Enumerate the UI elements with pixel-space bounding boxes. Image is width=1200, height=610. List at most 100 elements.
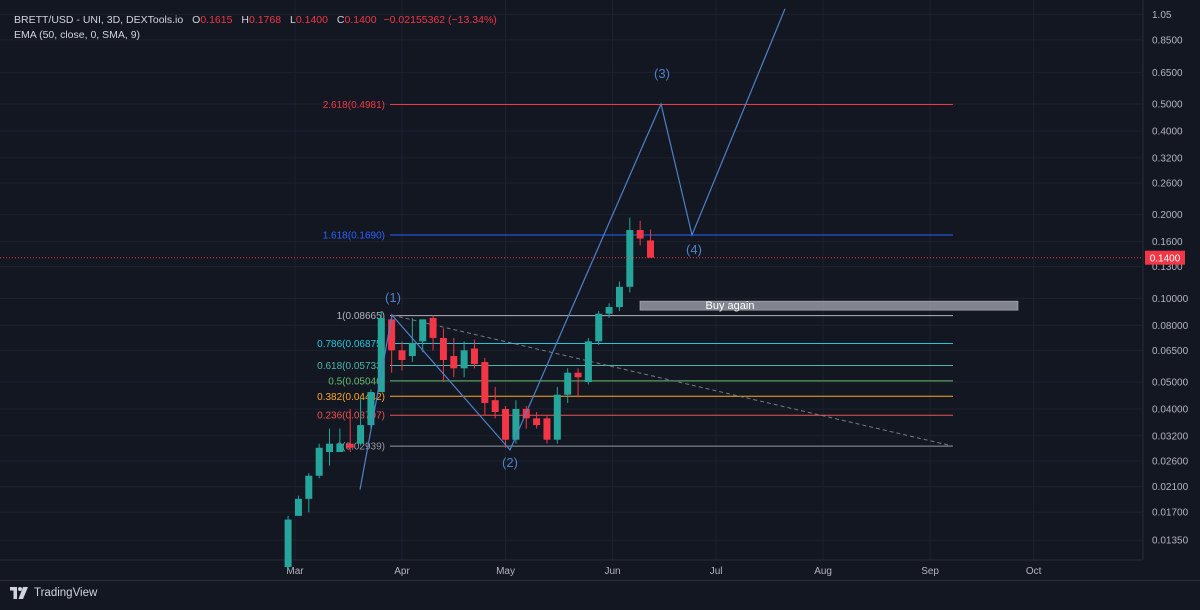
candle-body-down bbox=[481, 362, 489, 404]
y-tick-label: 0.2600 bbox=[1152, 178, 1183, 189]
change-value: −0.02155362 (−13.34%) bbox=[383, 14, 497, 26]
fib-level-label: 0.618(0.05733) bbox=[317, 361, 385, 372]
fib-level-label: 0.5(0.05046) bbox=[328, 376, 385, 387]
candle-body-down bbox=[346, 443, 354, 448]
x-tick-label: Aug bbox=[814, 566, 832, 577]
tradingview-brand[interactable]: TradingView bbox=[10, 587, 97, 599]
y-tick-label: 0.2000 bbox=[1152, 210, 1183, 221]
footer-bar: TradingView bbox=[0, 580, 1200, 610]
candle-body-up bbox=[512, 408, 520, 440]
x-tick-label: Mar bbox=[286, 566, 304, 577]
candle-body-up bbox=[336, 443, 344, 453]
candle-body-down bbox=[502, 408, 510, 440]
wave-label: (2) bbox=[502, 455, 518, 470]
open-key: O bbox=[192, 14, 201, 26]
y-tick-label: 0.3200 bbox=[1152, 153, 1183, 164]
candle-body-down bbox=[491, 400, 499, 412]
x-tick-label: Jul bbox=[710, 566, 723, 577]
y-tick-label: 0.4000 bbox=[1152, 126, 1183, 137]
buy-again-box bbox=[639, 300, 1019, 311]
candle-body-up bbox=[584, 341, 592, 382]
low-value: 0.1400 bbox=[295, 14, 328, 26]
fib-level-label: 0.786(0.06875) bbox=[317, 339, 385, 350]
candle-body-up bbox=[357, 425, 365, 444]
candle-body-up bbox=[294, 498, 302, 516]
candle-body-down bbox=[429, 317, 437, 338]
candle-body-up bbox=[626, 230, 634, 287]
x-tick-label: Oct bbox=[1026, 566, 1042, 577]
x-tick-label: Jun bbox=[604, 566, 620, 577]
candle-body-down bbox=[533, 418, 541, 426]
brand-label: TradingView bbox=[34, 587, 98, 599]
y-tick-label: 0.5000 bbox=[1152, 100, 1183, 111]
chart-background bbox=[0, 0, 1200, 580]
y-tick-label: 0.08000 bbox=[1152, 321, 1189, 332]
fib-level-label: 0.382(0.04442) bbox=[317, 392, 385, 403]
y-tick-label: 0.06500 bbox=[1152, 346, 1189, 357]
x-tick-label: Sep bbox=[921, 566, 939, 577]
candle-body-up bbox=[305, 475, 313, 499]
candle-body-up bbox=[564, 372, 572, 395]
symbol-name[interactable]: BRETT/USD bbox=[14, 14, 74, 26]
candle-body-down bbox=[636, 230, 644, 239]
candle-body-up bbox=[315, 447, 323, 476]
candle-body-down bbox=[470, 348, 478, 365]
indicator-row[interactable]: EMA (50, close, 0, SMA, 9) bbox=[14, 29, 141, 41]
candlestick-chart[interactable]: 1.05 0.8500 0.6500 0.5000 0.4000 0.3200 0.2600… bbox=[0, 0, 1200, 580]
candle-body-down bbox=[439, 337, 447, 360]
candle-body-up bbox=[284, 519, 292, 568]
y-tick-label: 0.03200 bbox=[1152, 431, 1189, 442]
wave-label: (4) bbox=[686, 242, 702, 257]
candle-body-down bbox=[388, 319, 396, 351]
fib-level-label: 1(0.08665) bbox=[337, 311, 385, 322]
y-tick-label: 0.02600 bbox=[1152, 456, 1189, 467]
y-tick-label: 0.05000 bbox=[1152, 378, 1189, 389]
wave-label: (1) bbox=[385, 290, 401, 305]
last-price-label: 0.1400 bbox=[1150, 254, 1181, 265]
candle-body-up bbox=[377, 317, 385, 393]
tradingview-logo-icon bbox=[10, 587, 28, 599]
y-tick-label: 0.8500 bbox=[1152, 35, 1183, 46]
candle-body-up bbox=[326, 443, 334, 453]
y-tick-label: 0.10000 bbox=[1152, 294, 1189, 305]
candle-body-up bbox=[553, 394, 561, 440]
y-tick-label: 0.1600 bbox=[1152, 237, 1183, 248]
extension-level-label: 1.618(0.1690) bbox=[323, 230, 385, 241]
candle-body-up bbox=[419, 319, 427, 342]
open-value: 0.1615 bbox=[200, 14, 233, 26]
candle-body-up bbox=[367, 392, 375, 426]
candle-body-down bbox=[543, 418, 551, 440]
y-tick-label: 0.01350 bbox=[1152, 536, 1189, 547]
candle-body-up bbox=[408, 343, 416, 357]
y-tick-label: 0.1300 bbox=[1152, 262, 1183, 273]
close-key: C bbox=[336, 14, 345, 26]
y-tick-label: 1.05 bbox=[1152, 10, 1172, 21]
x-tick-label: Apr bbox=[394, 566, 410, 577]
candle-body-up bbox=[615, 286, 623, 308]
candle-body-down bbox=[647, 240, 655, 258]
chart-legend: BRETT/USD - UNI, 3D, DEXTools.io O0.1615… bbox=[14, 13, 497, 43]
close-value: 0.1400 bbox=[344, 14, 377, 26]
candle-body-up bbox=[595, 313, 603, 342]
y-tick-label: 0.04000 bbox=[1152, 404, 1189, 415]
symbol-source: - UNI, 3D, DEXTools.io bbox=[73, 14, 184, 26]
trend-line bbox=[391, 314, 954, 447]
ohlc-row: BRETT/USD - UNI, 3D, DEXTools.io O0.1615… bbox=[14, 13, 497, 28]
fib-level-label: 0.236(0.03797) bbox=[317, 411, 385, 422]
candle-body-up bbox=[460, 350, 468, 369]
buy-again-label: Buy again bbox=[706, 300, 755, 312]
elliott-wave-path bbox=[359, 8, 786, 490]
candle-body-down bbox=[574, 372, 582, 378]
high-key: H bbox=[241, 14, 249, 26]
x-tick-label: May bbox=[496, 566, 515, 577]
high-value: 0.1768 bbox=[248, 14, 282, 26]
extension-level-label: 2.618(0.4981) bbox=[323, 100, 385, 111]
candle-body-up bbox=[605, 307, 613, 314]
wave-label: (3) bbox=[654, 66, 670, 81]
candle-body-down bbox=[450, 356, 458, 369]
low-key: L bbox=[290, 14, 296, 26]
y-tick-label: 0.6500 bbox=[1152, 68, 1183, 79]
y-tick-label: 0.01700 bbox=[1152, 508, 1189, 519]
candle-body-down bbox=[398, 350, 406, 360]
